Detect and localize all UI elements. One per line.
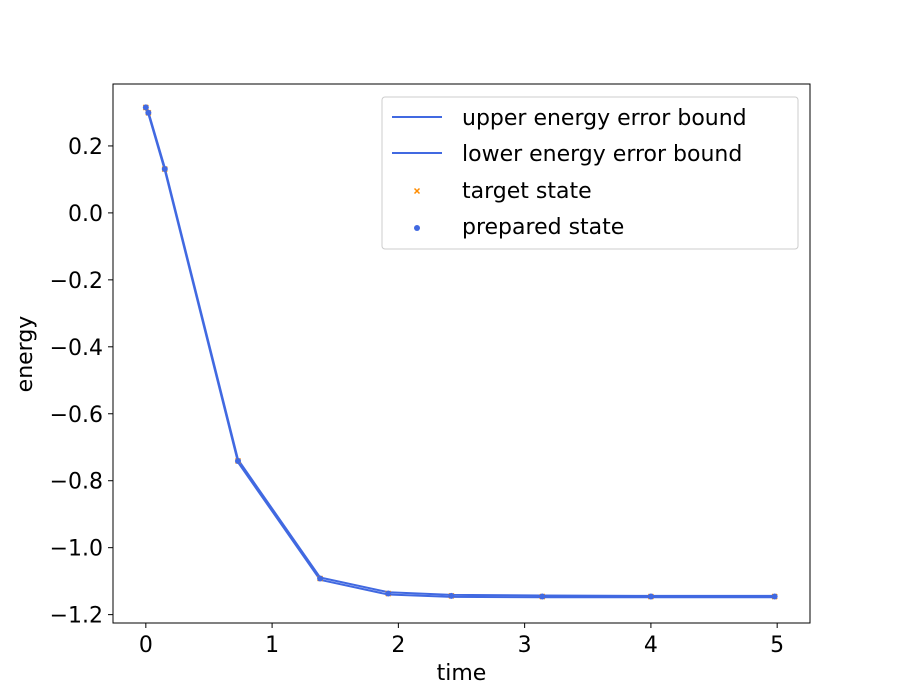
x-tick-label: 5 xyxy=(770,633,784,658)
prepared-state-point xyxy=(385,590,392,597)
legend-label-lower-bound: lower energy error bound xyxy=(462,142,742,167)
prepared-state-point xyxy=(145,109,152,116)
legend-frame xyxy=(381,96,799,250)
prepared-state-point xyxy=(317,575,324,582)
x-tick-label: 1 xyxy=(265,633,279,658)
plot-frame xyxy=(112,83,811,624)
series-layer xyxy=(142,104,778,600)
legend-swatch-target-state xyxy=(413,187,421,195)
y-tick-label: −1.0 xyxy=(50,537,103,562)
legend-label-target-state: target state xyxy=(462,179,592,204)
prepared-state-point xyxy=(771,593,778,600)
prepared-state-point xyxy=(161,166,168,173)
legend: upper energy error bound lower energy er… xyxy=(381,96,799,250)
x-tick-label: 2 xyxy=(391,633,405,658)
x-tick-label: 0 xyxy=(139,633,153,658)
y-tick-label: −0.8 xyxy=(50,470,103,495)
prepared-state-point xyxy=(647,593,654,600)
y-tick-label: 0.0 xyxy=(68,202,103,227)
y-axis-label: energy xyxy=(13,316,38,393)
x-tick-label: 4 xyxy=(644,633,658,658)
y-tick-label: −0.4 xyxy=(50,336,103,361)
y-tick-label: −1.2 xyxy=(50,604,103,629)
y-tick-label: 0.2 xyxy=(68,135,103,160)
y-tick-label: −0.2 xyxy=(50,269,103,294)
legend-label-upper-bound: upper energy error bound xyxy=(462,106,747,131)
prepared-state-point xyxy=(539,593,546,600)
legend-label-prepared-state: prepared state xyxy=(462,215,624,240)
prepared-state-point xyxy=(142,104,149,111)
prepared-state-point xyxy=(448,592,455,599)
y-tick-label: −0.6 xyxy=(50,403,103,428)
series-line-lower-energy-error-bound xyxy=(144,108,775,599)
legend-swatch-prepared-state xyxy=(414,225,420,231)
ticks-layer: 0 1 2 3 4 5 0.2 0.0 −0.2 −0.4 −0.6 −0.8 −1.0 −1.2 xyxy=(50,135,785,658)
x-axis-label: time xyxy=(437,661,487,686)
x-tick-label: 3 xyxy=(518,633,532,658)
prepared-state-point xyxy=(235,457,242,464)
